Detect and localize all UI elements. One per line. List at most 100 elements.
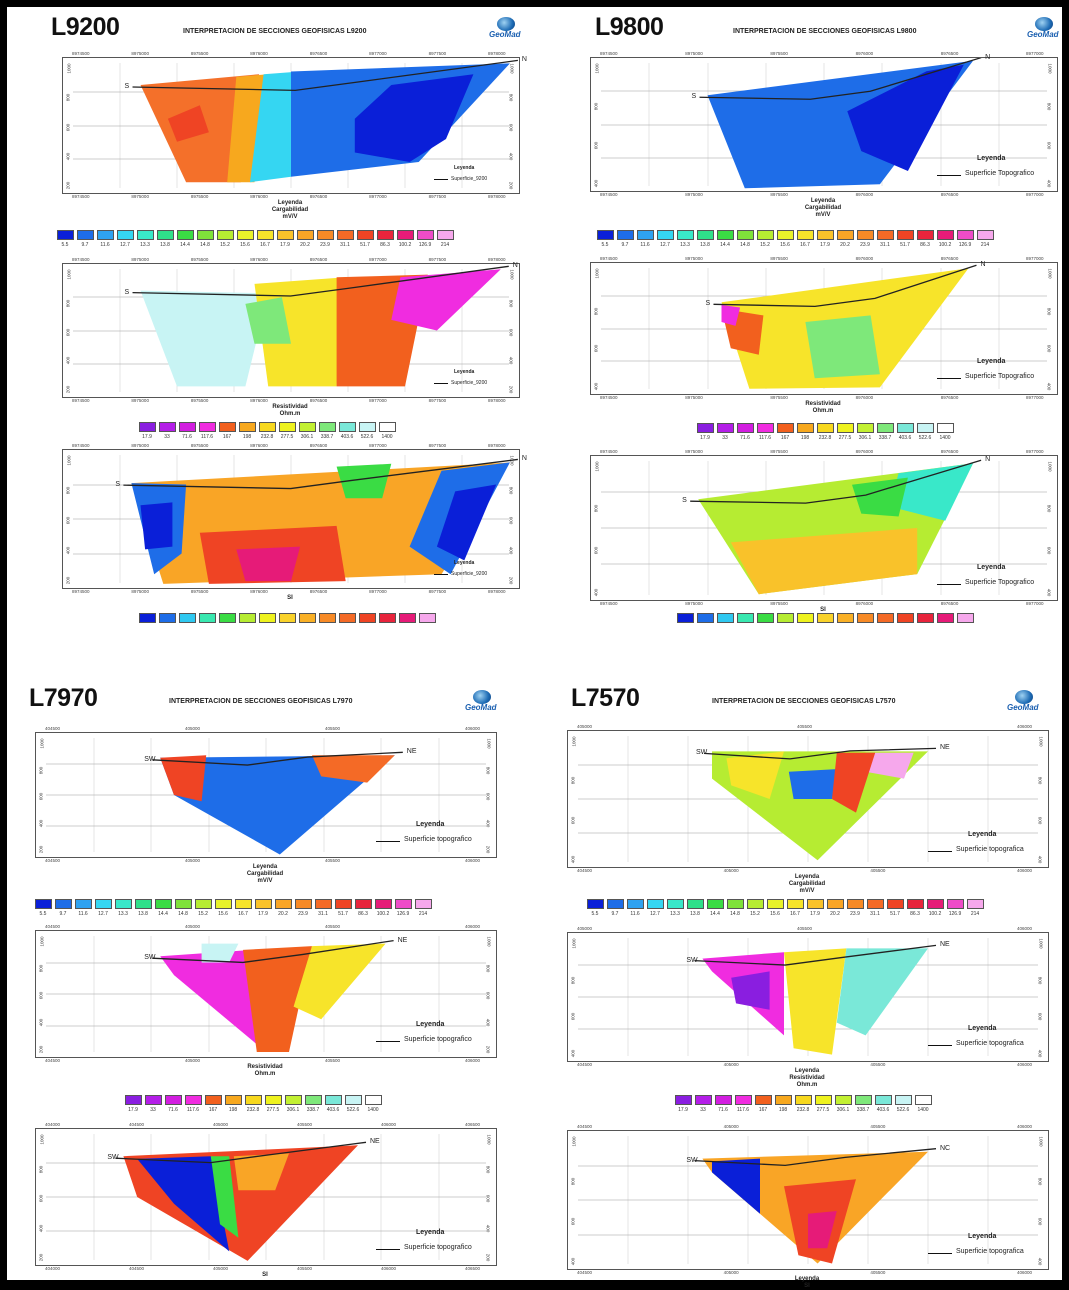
caption-line: Resistividad (247, 1064, 283, 1070)
panel-title: INTERPRETACION DE SECCIONES GEOFISICAS L… (733, 28, 917, 35)
scale-value-label: 33 (722, 435, 728, 441)
color-swatch (357, 230, 374, 240)
color-swatch (177, 230, 194, 240)
x-tick-label: 406000 (1017, 1062, 1033, 1067)
x-tick-label: 8977000 (1026, 51, 1044, 56)
color-swatch (697, 230, 714, 240)
color-swatch (937, 230, 954, 240)
x-tick-label: 404000 (45, 1122, 61, 1127)
caption-line: Cargabilidad (804, 205, 842, 211)
y-tick-label: 600 (38, 1194, 44, 1203)
color-swatch (795, 1095, 812, 1105)
scale-value-label: 14.8 (178, 911, 188, 917)
color-swatch (697, 613, 714, 623)
y-tick-label: 400 (65, 152, 71, 161)
color-swatch (157, 230, 174, 240)
caption-line: SI (262, 1272, 268, 1278)
scale-value-label: 17.9 (810, 911, 820, 917)
x-tick-label: 8976500 (309, 398, 328, 403)
color-swatch (837, 423, 854, 433)
x-tick-label: 8975000 (131, 589, 149, 594)
color-swatch (857, 230, 874, 240)
direction-right: N (985, 456, 991, 464)
color-swatch (707, 899, 724, 909)
scale-value-label: 214 (980, 242, 990, 248)
scale-value-label: 20.2 (840, 242, 850, 248)
direction-left: SW (107, 1154, 119, 1162)
color-swatch (817, 613, 834, 623)
caption-line: Ohm.m (254, 1071, 276, 1077)
x-tick-label: 406000 (1017, 724, 1033, 729)
scale-value-label: 71.6 (182, 434, 192, 440)
color-swatch (397, 230, 414, 240)
scale-value-label: 277.5 (280, 434, 294, 440)
x-tick-label: 8976500 (309, 443, 328, 448)
caption-line: Resistividad (789, 1075, 825, 1081)
x-tick-label: 405500 (797, 724, 813, 729)
anomaly-region (391, 269, 501, 331)
color-scale-labels: 17.9 33 71.6 117.6 167 198 232.8 277.5 306.1 338.… (673, 1107, 933, 1113)
color-swatch (827, 899, 844, 909)
y-tick-label: 200 (65, 181, 71, 190)
scale-value-label: 338.7 (856, 1107, 870, 1113)
color-swatch (437, 230, 454, 240)
scale-value-label: 20.2 (830, 911, 840, 917)
y-tick-label: 800 (1037, 1177, 1043, 1186)
y-tick-label: 1000 (39, 738, 45, 749)
direction-left: S (705, 300, 711, 308)
y-tick-label: 1000 (486, 936, 492, 947)
color-swatch (957, 230, 974, 240)
section-2: S N 1000 1000 800 800 600 600 400 400 Leyenda Super… (590, 261, 1058, 395)
legend-surface-line (376, 841, 400, 842)
scale-value-label: 232.8 (796, 1107, 810, 1113)
direction-left: SW (686, 1156, 698, 1164)
x-tick-label: 8976000 (250, 257, 268, 262)
y-tick-label: 800 (570, 777, 576, 785)
x-tick-label: 8976000 (855, 192, 874, 197)
logo-globe-icon (497, 17, 515, 31)
color-swatch (325, 1095, 342, 1105)
y-tick-label: 200 (508, 181, 514, 190)
anomaly-region (832, 752, 876, 813)
scale-value-label: 14.8 (740, 242, 750, 248)
color-swatch (285, 1095, 302, 1105)
scale-value-label: 277.5 (838, 435, 852, 441)
section-caption: SI (783, 607, 863, 614)
scale-value-label: 338.7 (306, 1107, 320, 1113)
scale-value-label: 16.7 (238, 911, 248, 917)
scale-value-label: 14.4 (720, 242, 730, 248)
section-3: S N 1000 1000 800 800 600 600 400 400 Leyenda Super… (590, 455, 1058, 601)
y-tick-label: 600 (485, 792, 491, 801)
legend-surface-line (937, 378, 961, 379)
legend-surface-label: Superficie Topografico (965, 579, 1035, 586)
color-swatch (279, 613, 296, 623)
color-scale-resistivity (139, 422, 399, 432)
x-tick-label: 404500 (577, 1124, 593, 1129)
scale-value-label: 11.6 (100, 242, 110, 248)
color-scale-labels: 5.5 9.7 11.6 12.7 13.3 13.8 14.4 14.8 15.2 15.6 16… (33, 911, 433, 917)
section-caption: Resistividad Ohm.m (250, 404, 330, 418)
color-swatch (125, 1095, 142, 1105)
color-swatch (417, 230, 434, 240)
color-swatch (757, 613, 774, 623)
color-swatch (319, 613, 336, 623)
scale-value-label: 17.9 (280, 242, 290, 248)
y-tick-label: 400 (485, 1224, 491, 1232)
y-tick-label: 200 (485, 1045, 491, 1054)
x-tick-label: 8974500 (600, 601, 618, 606)
x-tick-label: 8974500 (72, 443, 90, 448)
scale-value-label: 126.9 (418, 242, 432, 248)
logo-text: GeoMad (489, 30, 521, 39)
anomaly-region (731, 971, 770, 1010)
x-tick-label: 8975500 (770, 256, 788, 261)
color-swatch (259, 613, 276, 623)
legend-surface-line (928, 851, 952, 852)
x-tick-label: 8976500 (309, 194, 328, 199)
scale-value-label: 20.2 (278, 911, 288, 917)
x-tick-label: 405500 (797, 926, 813, 931)
y-tick-label: 1000 (1038, 938, 1044, 949)
scale-value-label: 9.7 (81, 242, 89, 248)
x-tick-label: 8978000 (488, 398, 506, 403)
color-swatch (757, 230, 774, 240)
x-tick-label: 8976500 (309, 51, 328, 56)
